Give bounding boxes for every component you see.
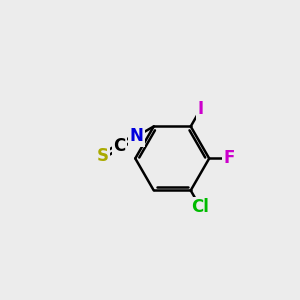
Text: S: S	[97, 147, 109, 165]
Text: F: F	[223, 149, 235, 167]
Text: Cl: Cl	[192, 198, 209, 216]
Text: I: I	[197, 100, 204, 118]
Text: N: N	[130, 127, 144, 145]
Text: C: C	[114, 137, 126, 155]
